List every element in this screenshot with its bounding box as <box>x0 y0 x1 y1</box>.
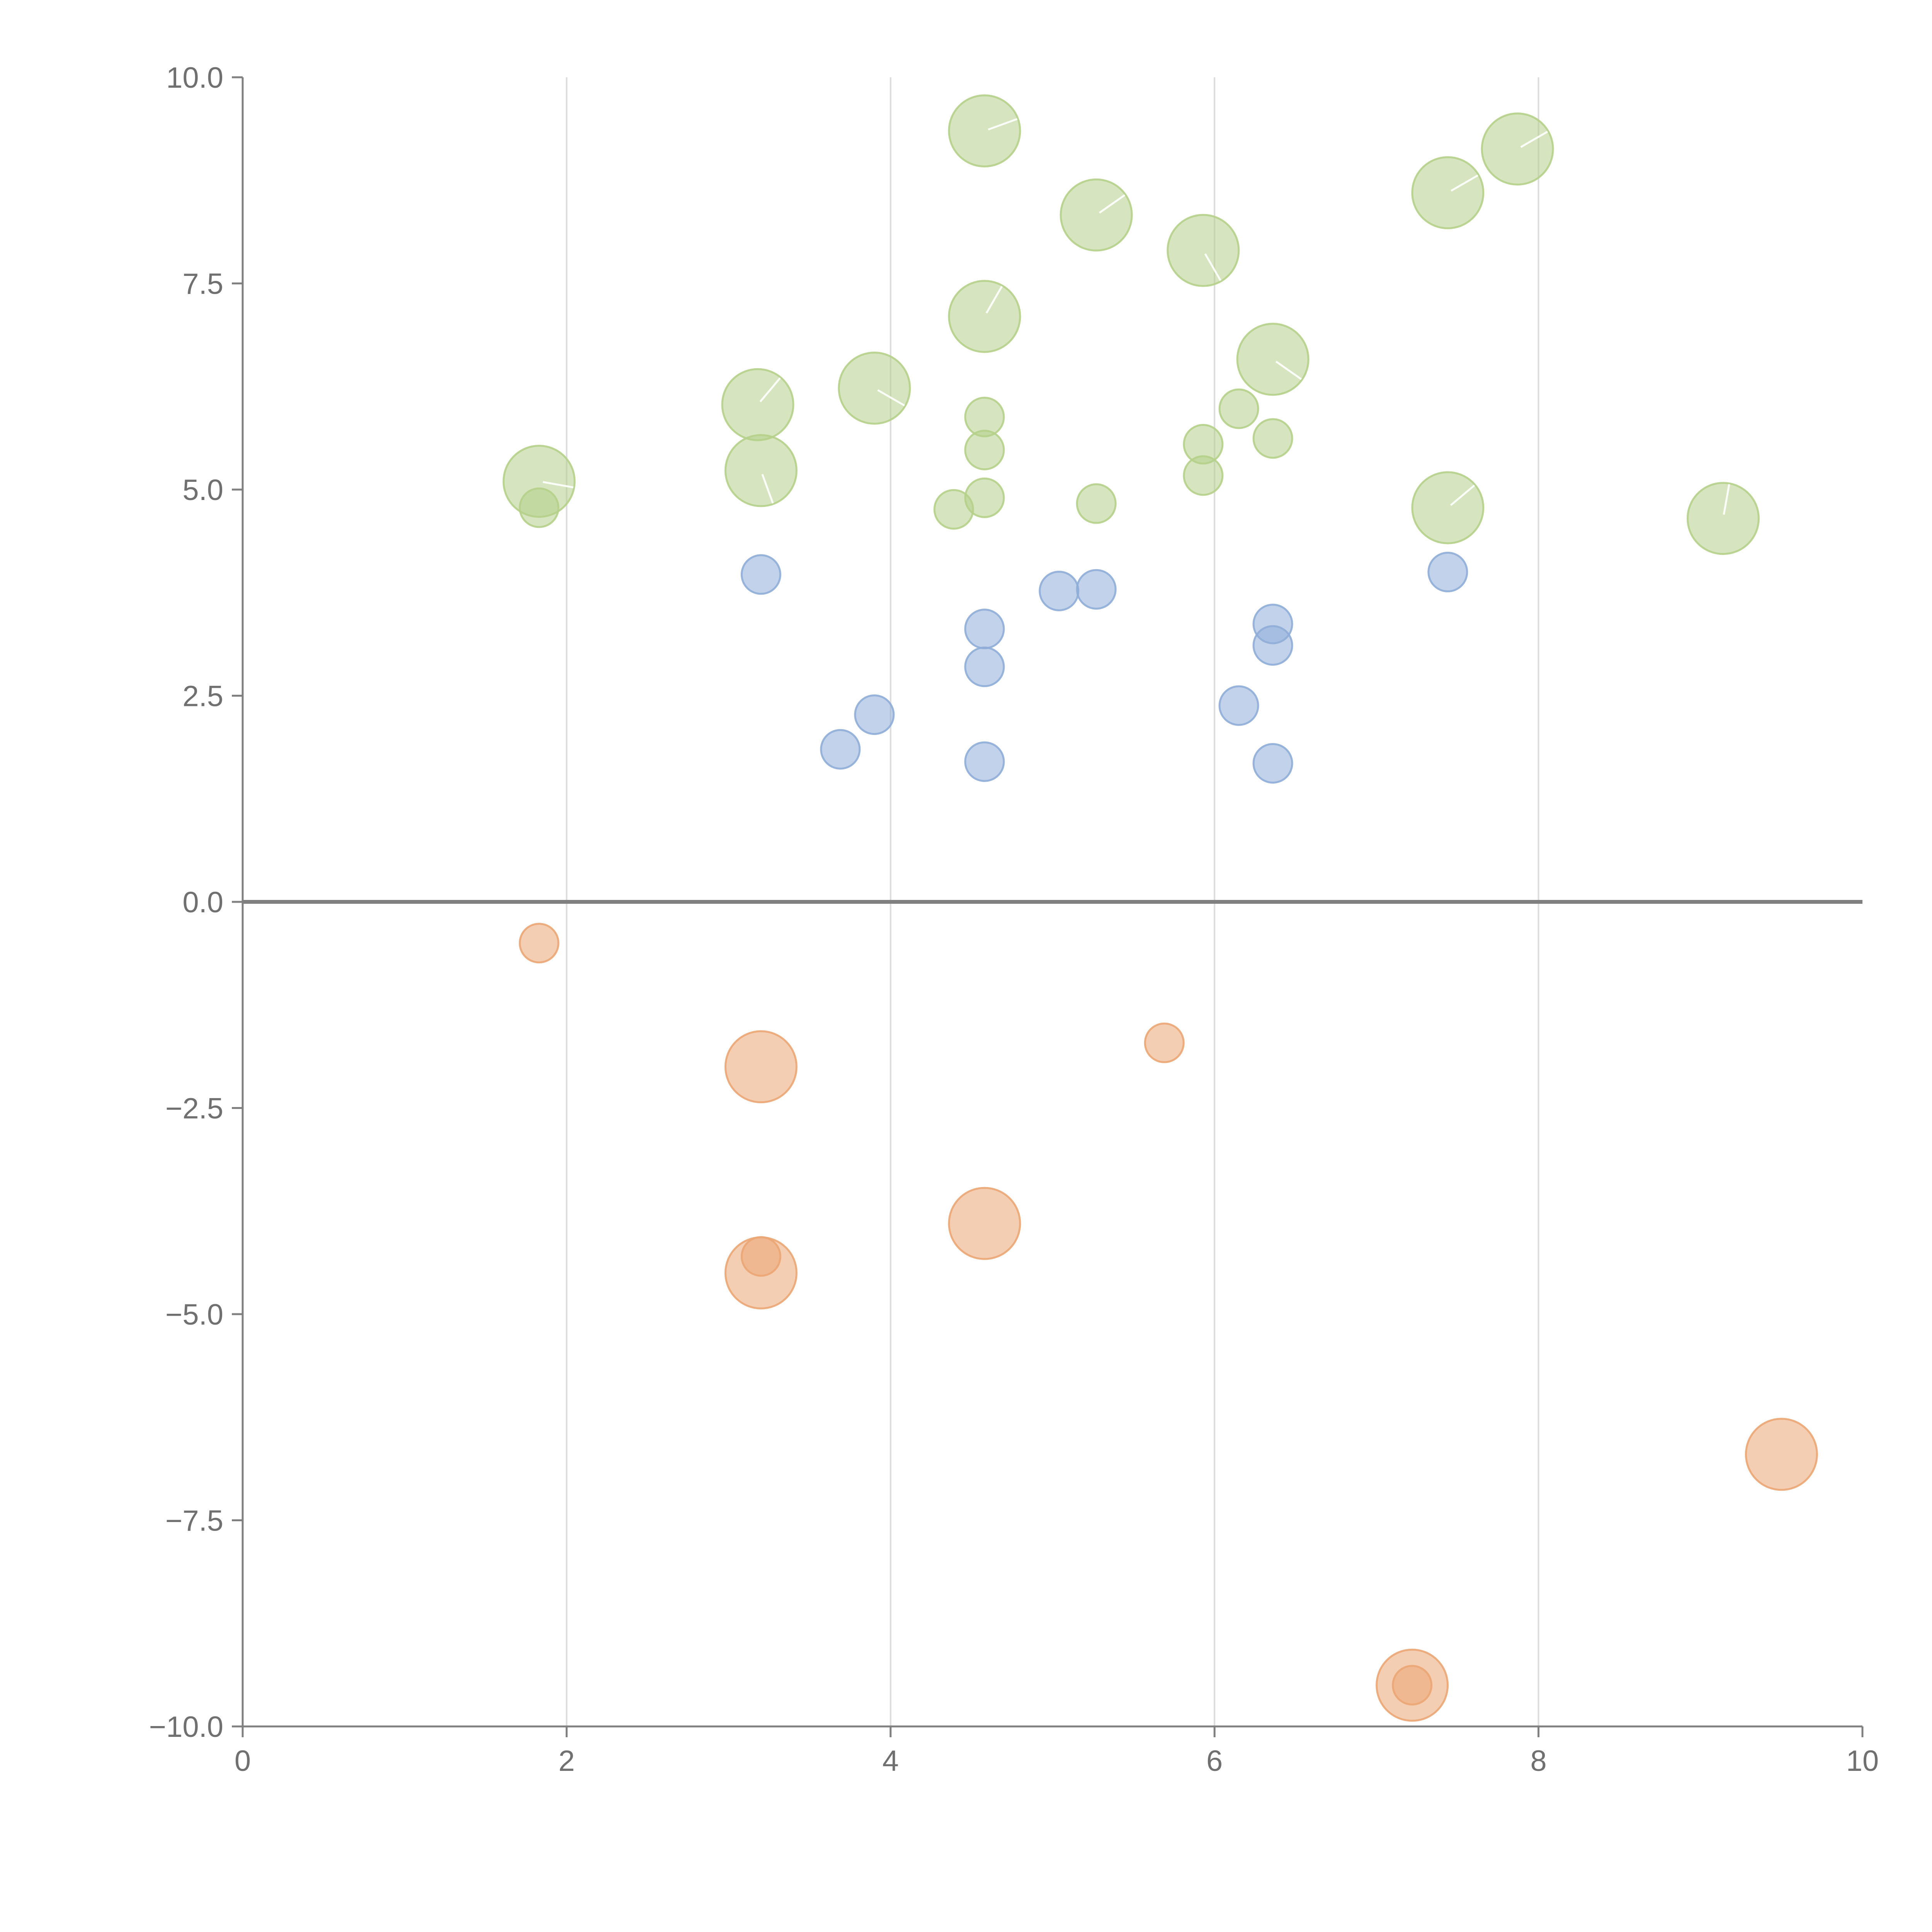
green-bubble <box>724 434 798 507</box>
green-bubble <box>964 430 1005 471</box>
y-tick-label: 0.0 <box>182 886 223 919</box>
green-bubble <box>948 280 1021 353</box>
bubble-leader-line <box>761 474 774 504</box>
blue-bubble <box>854 694 895 735</box>
green-bubble <box>519 487 560 528</box>
leader-layer <box>543 118 1730 515</box>
orange-bubble <box>1144 1022 1185 1063</box>
x-tick-label: 8 <box>1530 1745 1546 1777</box>
orange-bubble <box>1392 1665 1433 1706</box>
bubble-leader-line <box>1451 174 1479 192</box>
green-bubble <box>1167 214 1240 287</box>
bubble-leader-line <box>1723 484 1730 515</box>
bubble-leader-line <box>877 389 905 406</box>
green-bubble <box>1252 418 1293 459</box>
orange-bubble <box>948 1187 1021 1260</box>
x-tick-label: 4 <box>883 1745 899 1777</box>
green-bubble <box>1411 156 1485 230</box>
blue-bubble <box>1039 570 1080 611</box>
bubble-leader-line <box>1204 253 1222 281</box>
x-tick-label: 10 <box>1846 1745 1879 1777</box>
bubble-leader-line <box>1099 194 1126 214</box>
axis-layer: 10.0 7.5 5.0 2.5 0.0 −2.5 −5.0 −7.5 −10.0 0 2 4 6 8 10 <box>149 61 1879 1777</box>
blue-bubble <box>1252 743 1293 784</box>
blue-bubble <box>964 609 1005 650</box>
x-tick-label: 6 <box>1206 1745 1223 1777</box>
green-bubble <box>933 489 974 530</box>
orange-bubble <box>519 923 560 964</box>
y-tick-label: 10.0 <box>166 61 223 94</box>
bubble-leader-line <box>1520 131 1548 148</box>
bubble-leader-line <box>759 377 781 403</box>
blue-bubble <box>964 741 1005 782</box>
green-bubble <box>1411 471 1485 544</box>
y-tick-label: 7.5 <box>182 268 223 301</box>
orange-bubble <box>740 1236 781 1277</box>
x-tick-label: 2 <box>558 1745 575 1777</box>
bubble-layer <box>502 94 1818 1722</box>
blue-bubble <box>740 554 781 595</box>
green-bubble <box>1218 388 1259 429</box>
y-tick-label: −5.0 <box>165 1298 223 1331</box>
green-bubble <box>1060 178 1133 252</box>
y-tick-label: −7.5 <box>165 1505 223 1537</box>
bubble-leader-line <box>1275 361 1302 380</box>
green-bubble <box>1183 455 1224 496</box>
blue-bubble <box>1218 685 1259 726</box>
green-bubble <box>1686 482 1760 555</box>
blue-bubble <box>964 646 1005 687</box>
green-bubble <box>838 352 911 425</box>
green-bubble <box>948 94 1021 168</box>
bubble-leader-line <box>1450 485 1475 506</box>
bubble-leader-line <box>985 286 1003 314</box>
blue-bubble <box>820 729 861 770</box>
green-bubble <box>1236 323 1310 396</box>
bubble-leader-line <box>988 118 1018 131</box>
x-tick-label: 0 <box>235 1745 251 1777</box>
y-tick-label: 5.0 <box>182 474 223 507</box>
y-tick-label: −2.5 <box>165 1092 223 1125</box>
green-bubble <box>1481 112 1554 186</box>
y-tick-label: 2.5 <box>182 680 223 713</box>
bubble-leader-line <box>543 481 574 488</box>
orange-bubble <box>1745 1418 1818 1491</box>
blue-bubble <box>1076 569 1117 610</box>
y-tick-label: −10.0 <box>149 1711 223 1743</box>
orange-bubble <box>724 1030 798 1104</box>
blue-bubble <box>1252 625 1293 666</box>
green-bubble <box>721 368 794 441</box>
blue-bubble <box>1427 551 1468 592</box>
green-bubble <box>1076 483 1117 524</box>
